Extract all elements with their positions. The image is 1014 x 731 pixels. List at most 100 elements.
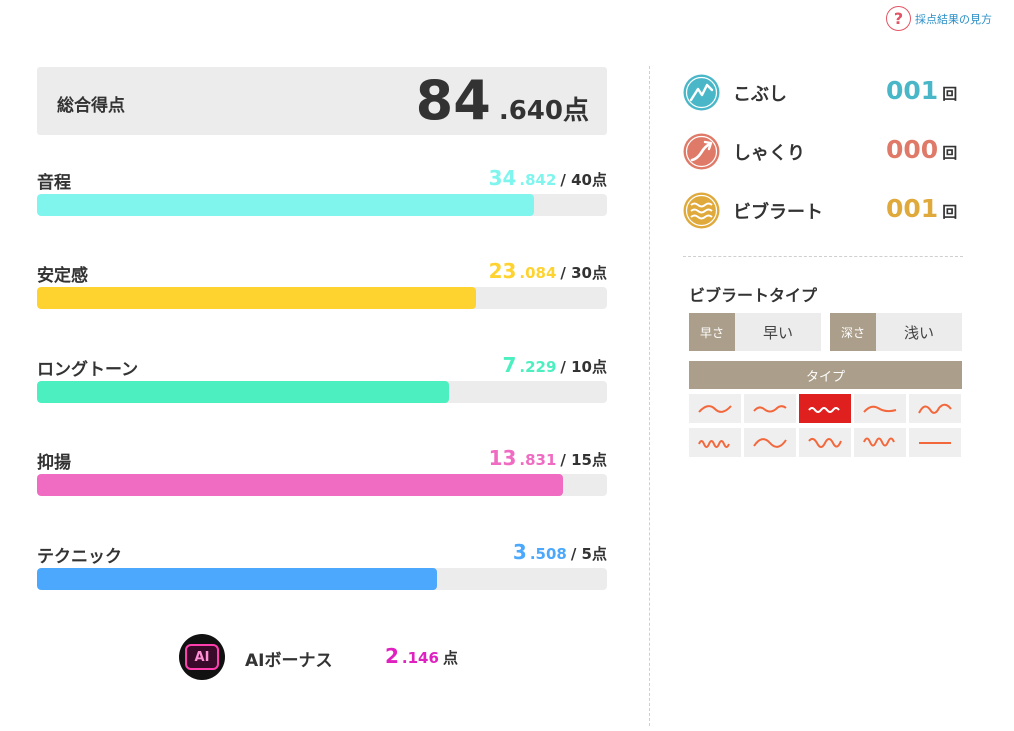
metric-label: ロングトーン [37, 360, 139, 380]
vibrato-icon [683, 192, 720, 229]
total-score-unit: 点 [562, 96, 589, 126]
metric-score-dec: .831 [519, 451, 557, 469]
metric-score-dec: .084 [519, 264, 557, 282]
vibrato-depth: 深さ 浅い [830, 313, 962, 351]
vibrato-type-title: ビブラートタイプ [689, 286, 818, 305]
vibrato-type-cell [799, 428, 851, 457]
vibrato-type-cell [689, 394, 741, 423]
metric-bar-fill [37, 381, 450, 403]
metric-bar-track [37, 568, 607, 590]
metric-score: 34.842/ 40点 [489, 166, 607, 190]
metric-score-dec: .229 [519, 358, 557, 376]
ai-badge-text: AI [185, 644, 219, 670]
metric-score-max: / 40点 [560, 171, 607, 189]
vibrato-depth-tag: 深さ [830, 313, 876, 351]
ai-bonus: AI AIボーナス 2.146 点 [179, 634, 479, 680]
metric-score-int: 34 [488, 166, 517, 190]
help-link-label: 採点結果の見方 [915, 12, 992, 26]
vibrato-type-grid [689, 394, 962, 457]
metric-score-max: / 15点 [560, 451, 607, 469]
technique-label: しゃくり [733, 143, 805, 164]
metric-score: 13.831/ 15点 [489, 446, 607, 470]
ai-bonus-score: 2.146 点 [385, 644, 458, 668]
vibrato-type-cell [909, 428, 961, 457]
metric-score-max: / 5点 [570, 545, 607, 563]
vibrato-wave-icon [753, 404, 787, 412]
metric-bar-fill [37, 474, 563, 496]
total-score-int: 84 [415, 69, 491, 132]
metric-score-dec: .842 [519, 171, 557, 189]
metric-pitch: 音程 34.842/ 40点 [37, 166, 607, 216]
vibrato-wave-icon [753, 437, 787, 448]
vibrato-wave-icon [808, 437, 842, 448]
vibrato-type-header: タイプ [689, 361, 962, 389]
metric-label: 音程 [37, 173, 71, 193]
vibrato-type-cell [799, 394, 851, 423]
ai-bonus-unit: 点 [442, 649, 458, 667]
help-link[interactable]: ? 採点結果の見方 [886, 6, 992, 31]
vibrato-wave-icon [919, 441, 951, 444]
technique-kobushi: こぶし 001 回 [683, 74, 963, 114]
metric-score-dec: .508 [529, 545, 567, 563]
vibrato-type-cell [909, 394, 961, 423]
vibrato-type-cell [744, 428, 796, 457]
technique-label: こぶし [733, 84, 787, 105]
vibrato-type-cell [689, 428, 741, 457]
metric-technique: テクニック 3.508/ 5点 [37, 540, 607, 590]
question-icon: ? [886, 6, 911, 31]
metric-score-max: / 30点 [560, 264, 607, 282]
shakuri-icon [683, 133, 720, 170]
metric-score-int: 23 [488, 259, 517, 283]
vibrato-speed-value: 早い [762, 323, 793, 342]
vibrato-speed: 早さ 早い [689, 313, 821, 351]
technique-count-unit: 回 [942, 203, 958, 221]
ai-bonus-int: 2 [385, 644, 399, 668]
technique-count-value: 000 [886, 135, 939, 164]
metric-bar-track [37, 287, 607, 309]
technique-shakuri: しゃくり 000 回 [683, 133, 963, 173]
metric-score-int: 3 [512, 540, 527, 564]
vibrato-speed-tag: 早さ [689, 313, 735, 351]
ai-bonus-label: AIボーナス [245, 651, 333, 671]
metric-score: 7.229/ 10点 [502, 353, 607, 377]
vibrato-wave-icon [863, 437, 895, 446]
technique-count: 001 回 [886, 76, 957, 105]
technique-count: 001 回 [886, 194, 957, 223]
technique-count-value: 001 [886, 194, 939, 223]
metric-score-int: 7 [502, 353, 517, 377]
vibrato-type-cell [854, 428, 906, 457]
section-divider [683, 256, 963, 257]
metric-bar-fill [37, 194, 534, 216]
metric-bar-fill [37, 568, 437, 590]
metric-stability: 安定感 23.084/ 30点 [37, 259, 607, 309]
kobushi-icon [683, 74, 720, 111]
technique-count: 000 回 [886, 135, 957, 164]
technique-vibrato: ビブラート 001 回 [683, 192, 963, 232]
ai-badge-icon: AI [179, 634, 225, 680]
metric-score-int: 13 [488, 446, 517, 470]
metric-expression: 抑揚 13.831/ 15点 [37, 446, 607, 496]
technique-count-unit: 回 [942, 144, 958, 162]
metric-bar-track [37, 474, 607, 496]
metric-long-tone: ロングトーン 7.229/ 10点 [37, 353, 607, 403]
metric-bar-track [37, 194, 607, 216]
vibrato-depth-value: 浅い [903, 323, 934, 342]
technique-count-unit: 回 [942, 85, 958, 103]
vibrato-wave-icon [918, 403, 952, 414]
technique-label: ビブラート [733, 202, 823, 223]
metric-score: 23.084/ 30点 [489, 259, 607, 283]
total-score-panel: 総合得点 84.640点 [37, 67, 607, 135]
total-score-dec: .640 [498, 96, 563, 126]
vibrato-type-cell [744, 394, 796, 423]
metric-label: 安定感 [37, 266, 88, 286]
total-score-label: 総合得点 [57, 96, 125, 116]
vibrato-wave-icon [698, 439, 730, 448]
metric-label: テクニック [37, 547, 122, 567]
metric-bar-track [37, 381, 607, 403]
metric-score-max: / 10点 [560, 358, 607, 376]
vibrato-wave-icon [698, 404, 732, 413]
total-score-value: 84.640点 [416, 69, 589, 132]
ai-bonus-dec: .146 [401, 649, 439, 667]
technique-count-value: 001 [886, 76, 939, 105]
metric-label: 抑揚 [37, 453, 71, 473]
